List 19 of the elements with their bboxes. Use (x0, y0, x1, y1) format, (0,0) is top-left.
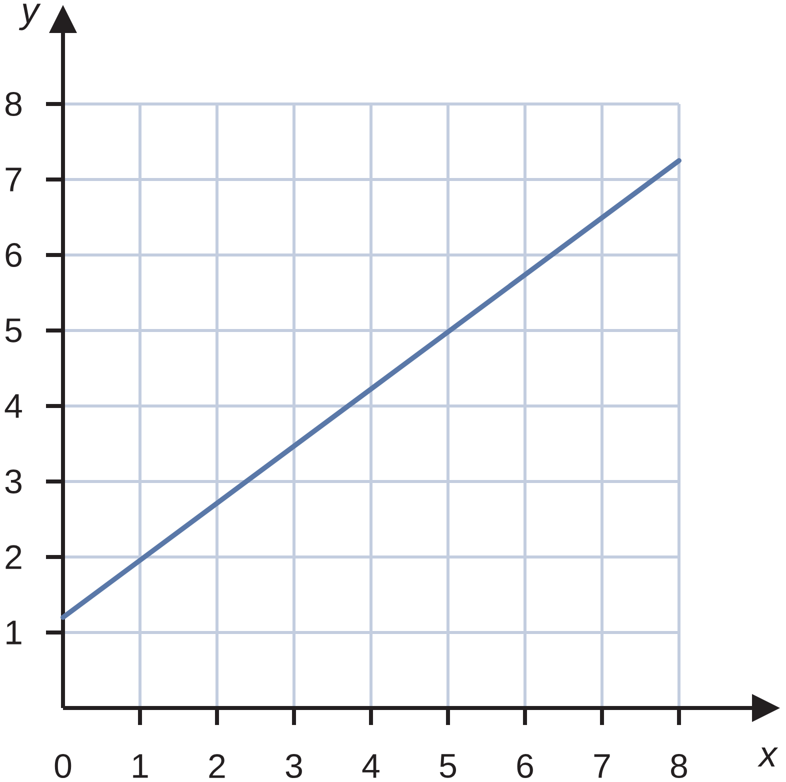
y-tick-label: 1 (6, 620, 22, 644)
y-tick-label: 6 (6, 242, 22, 268)
y-tick-label: 7 (6, 168, 22, 192)
x-tick-label: 1 (133, 754, 148, 778)
y-tick-label: 5 (5, 318, 22, 342)
x-tick-label: 5 (440, 754, 456, 778)
y-tick-label: 3 (5, 469, 22, 494)
x-tick-label: 7 (594, 754, 610, 778)
x-tick-label: 3 (286, 754, 302, 778)
y-tick-label: 8 (6, 92, 22, 116)
x-tick-label: 4 (362, 754, 380, 778)
y-tick-label: 2 (6, 545, 22, 569)
x-tick-label: 8 (671, 754, 687, 778)
x-tick-label: 6 (517, 754, 533, 778)
x-tick-label: 0 (54, 754, 72, 778)
y-tick-label: 4 (4, 394, 22, 418)
x-axis-title: x (758, 747, 778, 767)
y-axis-title: y (18, 4, 41, 30)
x-tick-label: 2 (209, 754, 225, 778)
